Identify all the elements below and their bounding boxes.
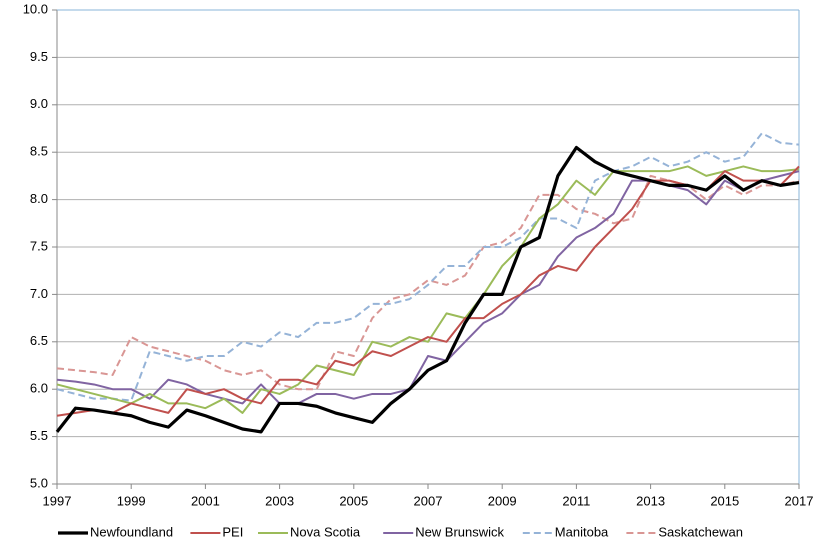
y-tick-label: 5.0 [30, 475, 48, 490]
x-tick-label: 2003 [265, 493, 294, 508]
legend-label: New Brunswick [415, 524, 504, 539]
y-tick-label: 9.0 [30, 96, 48, 111]
x-tick-label: 2017 [785, 493, 814, 508]
x-tick-label: 2009 [488, 493, 517, 508]
y-tick-label: 8.5 [30, 144, 48, 159]
legend-label: Nova Scotia [290, 524, 361, 539]
y-tick-label: 8.0 [30, 191, 48, 206]
x-tick-label: 2001 [191, 493, 220, 508]
y-tick-label: 6.5 [30, 333, 48, 348]
y-tick-label: 7.5 [30, 238, 48, 253]
legend-label: PEI [222, 524, 243, 539]
legend-label: Saskatchewan [658, 524, 743, 539]
legend-label: Newfoundland [90, 524, 173, 539]
y-tick-label: 9.5 [30, 49, 48, 64]
x-tick-label: 2015 [710, 493, 739, 508]
series-line [56, 165, 800, 417]
y-tick-label: 10.0 [23, 1, 48, 16]
y-tick-label: 5.5 [30, 428, 48, 443]
series-line [55, 145, 800, 434]
x-tick-label: 2005 [339, 493, 368, 508]
series-line [56, 132, 800, 402]
x-tick-label: 1999 [117, 493, 146, 508]
x-tick-label: 2007 [414, 493, 443, 508]
x-tick-label: 2013 [636, 493, 665, 508]
x-tick-label: 2011 [562, 493, 590, 508]
y-tick-label: 6.0 [30, 381, 48, 396]
x-tick-label: 1997 [43, 493, 72, 508]
y-tick-label: 7.0 [30, 286, 48, 301]
legend-label: Manitoba [555, 524, 609, 539]
series-line [56, 165, 800, 414]
